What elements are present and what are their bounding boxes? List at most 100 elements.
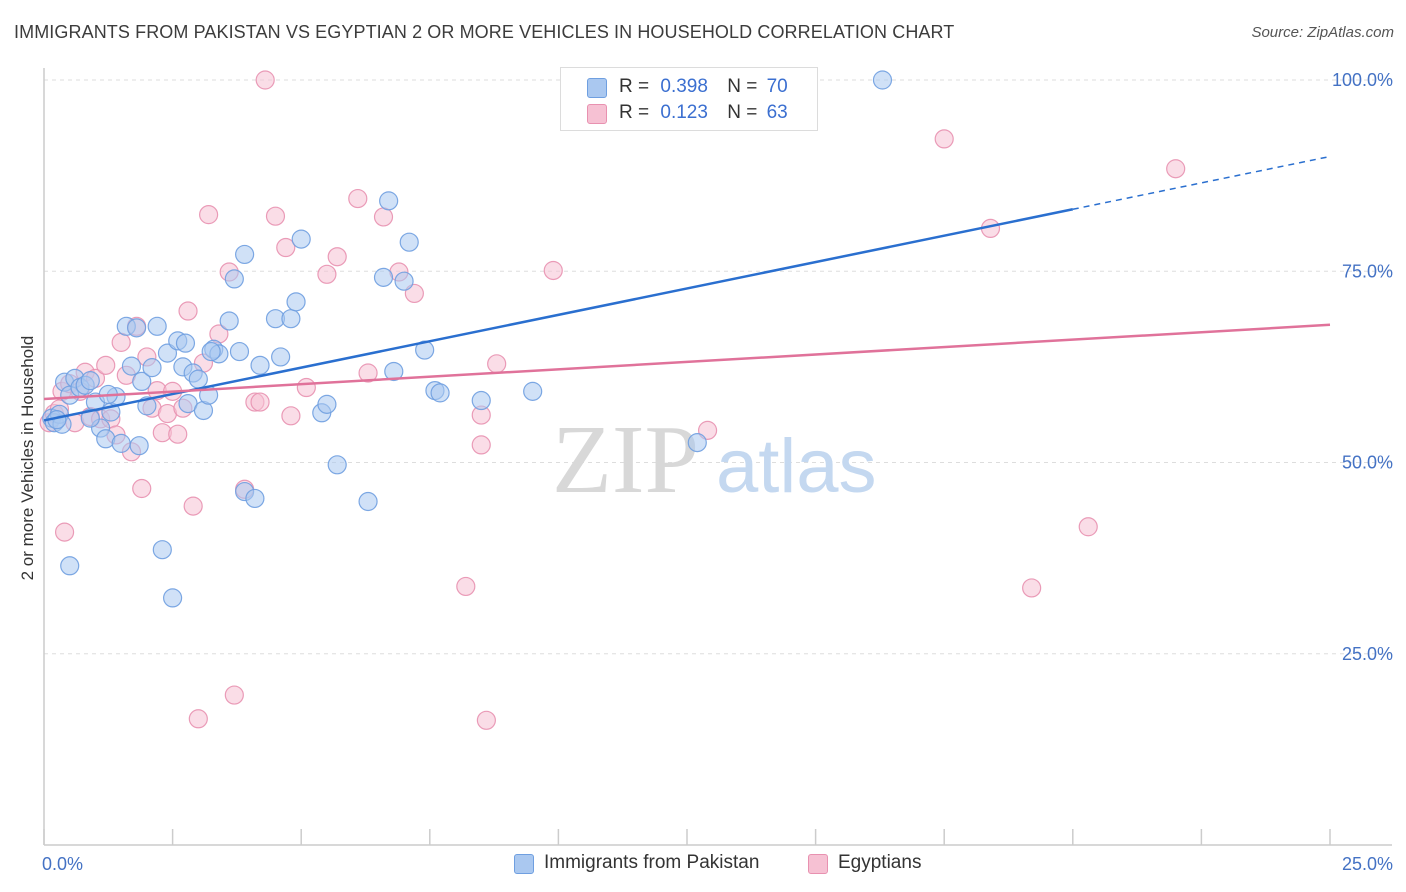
chart-title: IMMIGRANTS FROM PAKISTAN VS EGYPTIAN 2 O… [14,22,955,42]
pakistan-point [152,540,172,560]
egyptians-point [199,205,219,225]
pakistan-point [219,311,239,331]
bottom-legend-swatch-blue [514,854,534,874]
egyptians-point [178,301,198,321]
pakistan-point [142,358,162,378]
pakistan-point [188,369,208,389]
egyptians-point [317,264,337,284]
legend-n-value-blue: 70 [766,76,788,97]
egyptians-point [697,420,718,440]
pakistan-trend-extension [1072,155,1331,211]
egyptians-point [373,207,394,227]
pakistan-point [399,232,419,252]
egyptians-point [327,247,347,267]
pakistan-point [358,491,378,512]
axes [43,68,1392,846]
y-tick-label: 100.0% [1332,70,1393,90]
pakistan-point [132,371,152,392]
egyptians-point [281,406,301,426]
egyptians-point [1166,159,1186,179]
legend-n-value-pink: 63 [766,102,788,123]
pakistan-point [80,408,100,428]
correlation-legend: R = 0.398 N = 70 R = 0.123 N = 63 [560,67,818,131]
legend-n-label: N = [727,76,758,97]
gridlines [44,79,1392,655]
legend-r-label: R = [619,76,650,97]
tick-labels: 25.0% 50.0% 75.0% 100.0% 0.0% 25.0% [42,70,1393,874]
bottom-legend-label-egyptians: Egyptians [838,852,922,873]
pakistan-point [394,271,414,291]
egyptians-point [265,206,286,226]
egyptians-point [276,237,296,258]
pakistan-trend-line [43,208,1074,422]
pakistan-point [126,318,147,338]
pakistan-point [471,390,491,411]
pakistan-point [327,455,347,475]
pakistan-point [250,355,270,375]
egyptians-point [543,260,563,281]
legend-swatch-blue [587,78,607,98]
legend-r-label: R = [619,102,650,123]
egyptians-point [54,522,75,542]
egyptians-point [111,332,131,352]
watermark-zip: ZIP [552,406,699,514]
source-credit: Source: ZipAtlas.com [1251,24,1394,41]
egyptians-point [132,478,152,499]
pakistan-point [523,381,543,401]
legend-r-value-pink: 0.123 [660,102,708,123]
pakistan-point [147,316,167,336]
pakistan-point [201,341,221,362]
legend-r-value-blue: 0.398 [660,76,708,97]
legend-n-label: N = [727,102,758,123]
watermark-atlas: atlas [716,424,877,509]
egyptians-point [471,435,491,455]
pakistan-point [224,269,244,289]
egyptians-point [476,710,496,730]
legend-swatch-pink [587,104,607,124]
egyptians-point [168,424,188,444]
pakistan-point [80,371,100,391]
egyptians-point [934,129,954,149]
pakistan-point [129,436,149,456]
pakistan-point [245,488,265,509]
pakistan-point [111,433,131,453]
egyptians-point [255,70,275,90]
pakistan-point [872,70,893,90]
bottom-legend-swatch-pink [808,854,828,874]
pakistan-points [42,70,893,608]
egyptians-point [188,709,208,729]
egyptians-point [96,355,116,375]
trend-lines [43,155,1331,422]
pakistan-point [373,267,394,287]
egyptians-point [1022,578,1042,598]
pakistan-point [235,244,255,265]
watermark: ZIP atlas [552,406,877,514]
pakistan-point [384,361,404,382]
pakistan-point [317,394,337,414]
pakistan-point [163,588,183,608]
pakistan-point [291,229,311,249]
egyptians-point [404,283,424,304]
bottom-legend-label-pakistan: Immigrants from Pakistan [544,852,760,873]
egyptians-point [183,496,203,516]
egyptians-point [250,392,270,412]
pakistan-point [229,341,250,362]
pakistan-point [286,292,306,312]
y-tick-label: 50.0% [1342,453,1393,473]
pakistan-point [175,333,196,353]
egyptians-point [224,685,244,705]
x-tick-label-min: 0.0% [42,854,83,874]
pakistan-point [430,383,450,403]
pakistan-point [281,309,301,329]
egyptians-point [487,354,507,374]
pakistan-point [157,343,178,363]
x-tick-label-max: 25.0% [1342,854,1393,874]
y-tick-label: 25.0% [1342,644,1393,664]
pakistan-point [687,433,707,453]
pakistan-point [60,556,80,576]
egyptians-point [456,576,476,597]
egyptians-trend-line [43,323,1331,401]
pakistan-point [121,356,142,376]
egyptians-point [358,363,378,383]
